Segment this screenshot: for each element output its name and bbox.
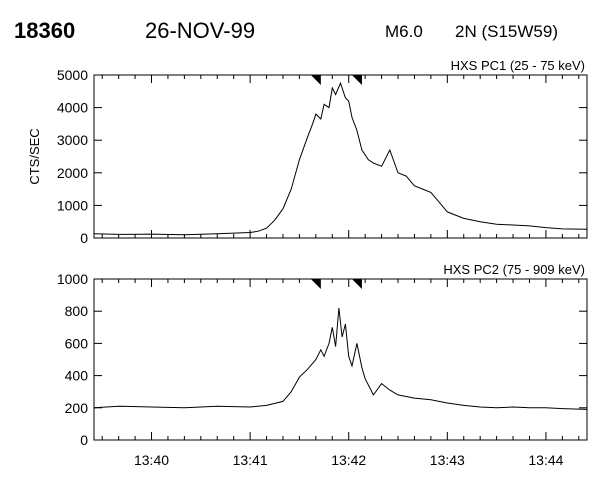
x-tick-label: 13:44 (528, 452, 563, 468)
x-tick-label: 13:43 (430, 452, 465, 468)
y-tick-label: 800 (65, 303, 89, 319)
x-tick-label: 13:42 (331, 452, 366, 468)
event-date: 26-NOV-99 (145, 18, 256, 43)
y-tick-label: 5000 (57, 67, 88, 83)
count-rate-line (93, 307, 588, 410)
event-id: 18360 (14, 18, 76, 43)
y-tick-label: 200 (65, 400, 89, 416)
count-rate-line (93, 81, 588, 236)
y-tick-label: 1000 (57, 197, 88, 213)
y-tick-label: 1000 (57, 271, 88, 287)
y-axis-label: CTS/SEC (27, 128, 42, 184)
x-tick-label: 13:40 (134, 452, 169, 468)
y-tick-label: 2000 (57, 165, 88, 181)
y-tick-label: 0 (80, 230, 88, 246)
flare-location: 2N (S15W59) (455, 22, 558, 41)
plot-frame (93, 278, 588, 441)
x-tick-label: 13:41 (233, 452, 268, 468)
y-tick-label: 3000 (57, 132, 88, 148)
y-tick-label: 0 (80, 432, 88, 448)
y-tick-label: 4000 (57, 100, 88, 116)
panel-title: HXS PC1 (25 - 75 keV) (451, 58, 585, 73)
plot-frame (93, 74, 588, 239)
event-marker (351, 75, 362, 85)
y-tick-label: 400 (65, 368, 89, 384)
y-tick-label: 600 (65, 335, 89, 351)
event-marker (310, 279, 321, 289)
event-marker (310, 75, 321, 85)
event-marker (351, 279, 362, 289)
goes-class: M6.0 (385, 22, 423, 41)
panel-title: HXS PC2 (75 - 909 keV) (443, 262, 585, 277)
